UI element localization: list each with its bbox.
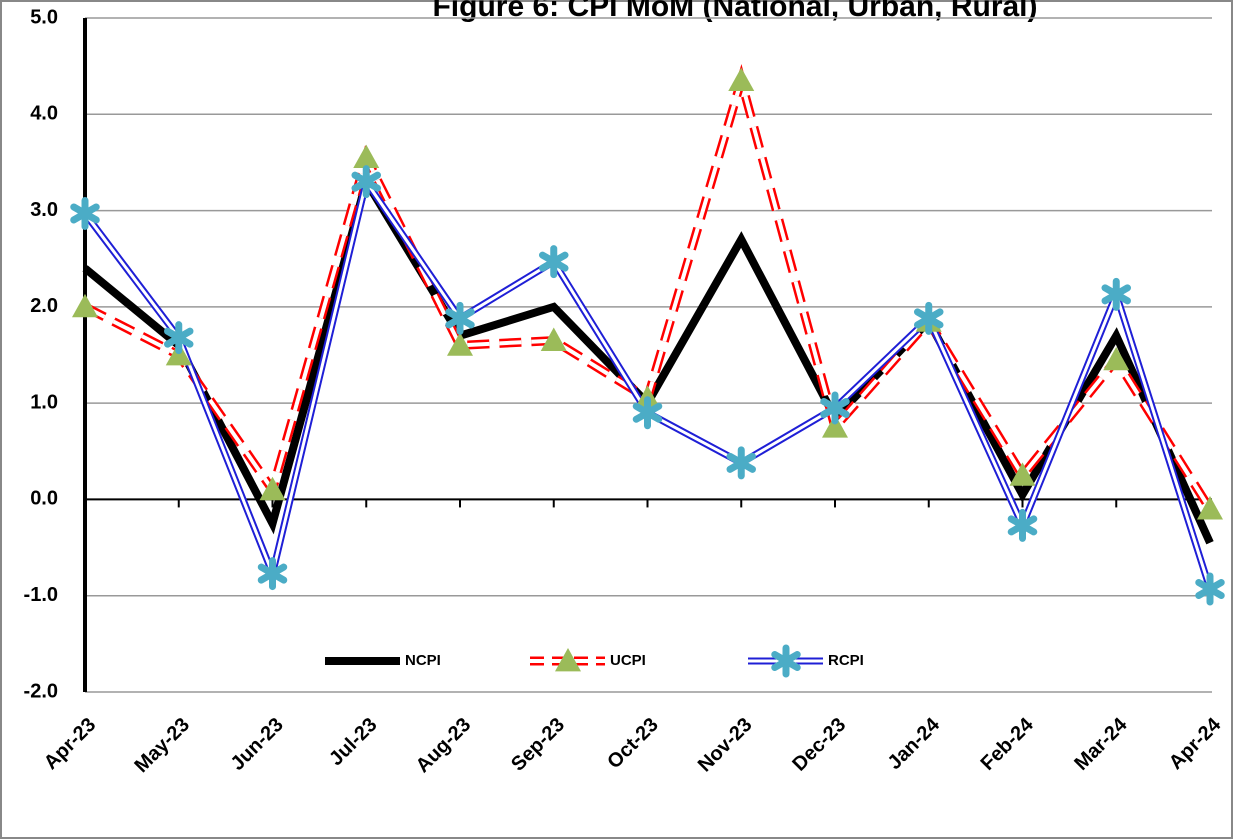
marker xyxy=(447,332,473,356)
marker xyxy=(257,557,288,591)
marker xyxy=(771,644,801,678)
marker xyxy=(445,301,475,335)
y-tick-label: 2.0 xyxy=(30,295,58,317)
marker xyxy=(353,144,380,169)
marker xyxy=(632,396,663,430)
marker xyxy=(351,165,382,199)
marker xyxy=(1101,277,1132,311)
marker xyxy=(1009,462,1036,486)
marker xyxy=(70,196,100,230)
marker xyxy=(913,301,944,335)
legend-label: RCPI xyxy=(828,652,864,669)
marker xyxy=(72,293,98,318)
y-tick-label: 4.0 xyxy=(30,103,58,125)
marker xyxy=(259,476,286,501)
y-tick-label: 0.0 xyxy=(30,488,58,510)
marker xyxy=(1195,572,1225,606)
marker xyxy=(726,446,757,480)
y-tick-label: 1.0 xyxy=(30,391,58,413)
chart-title: Figure 6: CPI MoM (National, Urban, Rura… xyxy=(432,0,1037,23)
marker xyxy=(1197,496,1223,520)
marker xyxy=(540,327,567,351)
legend-label: UCPI xyxy=(610,652,646,669)
marker xyxy=(1103,346,1130,371)
marker xyxy=(822,414,848,438)
marker xyxy=(820,391,850,425)
marker xyxy=(555,648,581,672)
marker xyxy=(728,67,755,91)
marker xyxy=(538,245,569,279)
marker xyxy=(163,321,194,355)
y-tick-label: 3.0 xyxy=(30,199,58,221)
y-tick-label: 5.0 xyxy=(30,6,58,28)
legend-label: NCPI xyxy=(405,652,441,669)
y-tick-label: -2.0 xyxy=(24,680,58,702)
y-tick-label: -1.0 xyxy=(24,584,58,606)
marker xyxy=(1007,508,1038,542)
